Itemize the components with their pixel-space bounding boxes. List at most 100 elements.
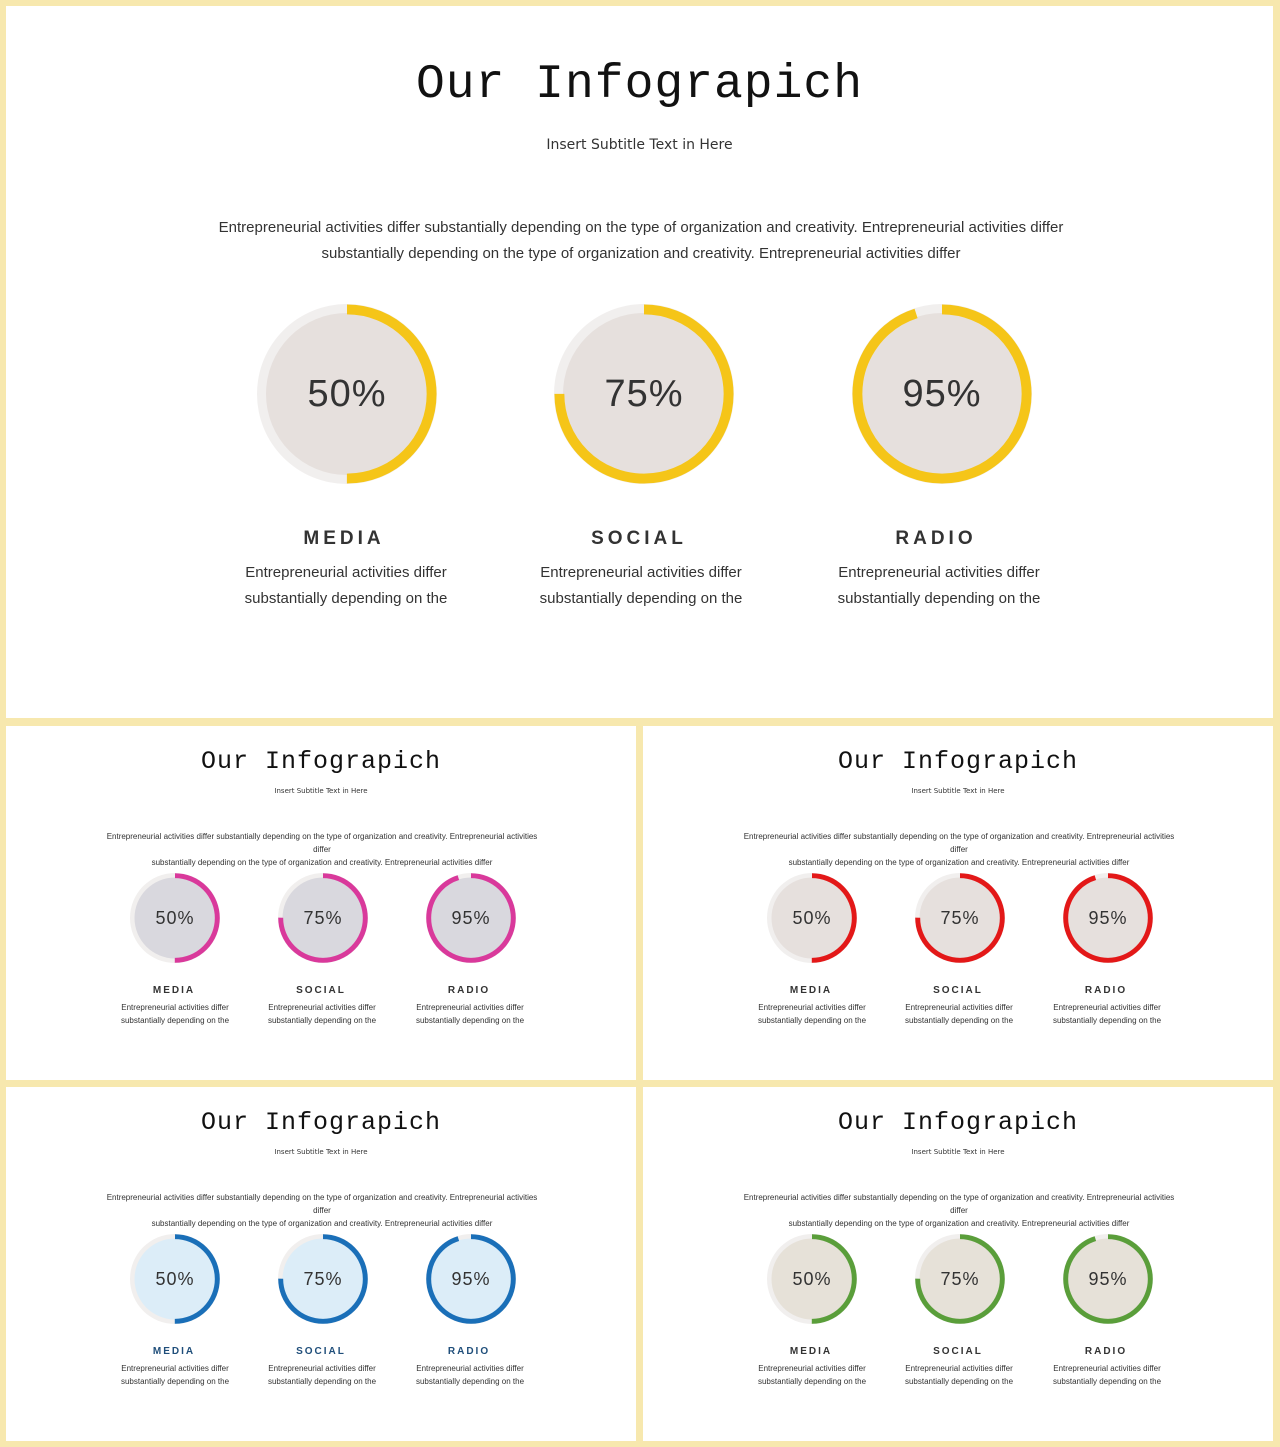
ring-inner-fill [134, 877, 216, 959]
category-title: SOCIAL [296, 1346, 346, 1357]
category-description: Entrepreneurial activities differ substa… [809, 560, 1069, 612]
ring-inner-fill [771, 877, 853, 959]
slide-green: Our Infograpich Insert Subtitle Text in … [643, 1087, 1273, 1441]
progress-ring-radio: 95% [1063, 1234, 1153, 1324]
category-description-line: Entrepreneurial activities differ [905, 1003, 1013, 1012]
slide-description: Entrepreneurial activities differ substa… [743, 1191, 1175, 1230]
ring-progress-arc [426, 873, 516, 963]
slide-description-line: substantially depending on the type of o… [321, 245, 961, 262]
ring-progress-arc [278, 873, 368, 963]
percent-label: 50% [155, 1268, 195, 1289]
category-title: SOCIAL [933, 985, 983, 996]
category-description-line: substantially depending on the [539, 590, 743, 607]
ring-inner-fill [919, 877, 1001, 959]
category-description-line: Entrepreneurial activities differ [416, 1003, 524, 1012]
progress-ring-media: 50% [130, 1234, 220, 1324]
category-description: Entrepreneurial activities differ substa… [216, 560, 476, 612]
ring-progress-arc [767, 873, 857, 963]
slide-description: Entrepreneurial activities differ substa… [186, 215, 1096, 267]
ring-progress-arc [130, 1234, 220, 1324]
category-description: Entrepreneurial activities differ substa… [257, 1362, 387, 1388]
percent-label: 75% [940, 907, 980, 928]
category-description: Entrepreneurial activities differ substa… [1042, 1362, 1172, 1388]
category-description: Entrepreneurial activities differ substa… [110, 1362, 240, 1388]
category-description: Entrepreneurial activities differ substa… [747, 1001, 877, 1027]
ring-inner-fill [282, 1238, 364, 1320]
ring-progress-arc [767, 1234, 857, 1324]
ring-inner-fill [919, 1238, 1001, 1320]
percent-label: 50% [792, 907, 832, 928]
slide-description-line: substantially depending on the type of o… [788, 858, 1130, 867]
percent-label: 75% [604, 372, 684, 415]
category-description-line: substantially depending on the [757, 1016, 867, 1025]
progress-ring-media: 50% [767, 873, 857, 963]
slide-description-line: substantially depending on the type of o… [151, 858, 493, 867]
slide-description: Entrepreneurial activities differ substa… [743, 830, 1175, 869]
category-title: SOCIAL [296, 985, 346, 996]
category-title: RADIO [895, 528, 977, 549]
category-description-line: Entrepreneurial activities differ [758, 1003, 866, 1012]
category-description-line: Entrepreneurial activities differ [1053, 1003, 1161, 1012]
category-description-line: Entrepreneurial activities differ [121, 1364, 229, 1373]
progress-ring-social: 75% [278, 873, 368, 963]
ring-inner-fill [266, 313, 428, 475]
ring-progress-arc [554, 304, 734, 484]
category-description: Entrepreneurial activities differ substa… [257, 1001, 387, 1027]
percent-label: 50% [792, 1268, 832, 1289]
category-description: Entrepreneurial activities differ substa… [747, 1362, 877, 1388]
slide-description-line: substantially depending on the type of o… [788, 1219, 1130, 1228]
slide-subtitle: Insert Subtitle Text in Here [274, 787, 368, 795]
ring-inner-fill [1067, 877, 1149, 959]
ring-progress-arc [1063, 873, 1153, 963]
category-title: SOCIAL [933, 1346, 983, 1357]
progress-ring-radio: 95% [426, 1234, 516, 1324]
slide-description-line: Entrepreneurial activities differ substa… [218, 219, 1064, 236]
slide-title: Our Infograpich [200, 1108, 442, 1137]
ring-progress-arc [130, 873, 220, 963]
category-description-line: substantially depending on the [837, 590, 1041, 607]
percent-label: 95% [451, 1268, 491, 1289]
category-description: Entrepreneurial activities differ substa… [405, 1001, 535, 1027]
ring-progress-arc [1063, 1234, 1153, 1324]
progress-ring-radio: 95% [1063, 873, 1153, 963]
category-title: RADIO [1084, 1346, 1128, 1357]
slide-description-line: Entrepreneurial activities differ substa… [106, 1193, 538, 1215]
slide-description: Entrepreneurial activities differ substa… [106, 1191, 538, 1230]
progress-ring-social: 75% [554, 304, 734, 484]
percent-label: 95% [1088, 1268, 1128, 1289]
slide-pink: Our Infograpich Insert Subtitle Text in … [6, 726, 636, 1080]
category-description-line: substantially depending on the [244, 590, 448, 607]
progress-ring-radio: 95% [852, 304, 1032, 484]
ring-inner-fill [430, 1238, 512, 1320]
category-description-line: substantially depending on the [904, 1016, 1014, 1025]
slide-title: Our Infograpich [837, 747, 1079, 776]
ring-progress-arc [915, 873, 1005, 963]
category-title: RADIO [447, 985, 491, 996]
category-description-line: substantially depending on the [1052, 1377, 1162, 1386]
percent-label: 95% [1088, 907, 1128, 928]
category-description-line: substantially depending on the [267, 1377, 377, 1386]
ring-progress-arc [426, 1234, 516, 1324]
percent-label: 50% [155, 907, 195, 928]
slide-subtitle: Insert Subtitle Text in Here [911, 787, 1005, 795]
category-description-line: Entrepreneurial activities differ [838, 564, 1040, 581]
ring-progress-arc [278, 1234, 368, 1324]
progress-ring-social: 75% [915, 873, 1005, 963]
ring-inner-fill [861, 313, 1023, 475]
category-description-line: Entrepreneurial activities differ [758, 1364, 866, 1373]
slide-description: Entrepreneurial activities differ substa… [106, 830, 538, 869]
percent-label: 75% [303, 1268, 343, 1289]
ring-inner-fill [430, 877, 512, 959]
category-title: SOCIAL [591, 528, 687, 549]
category-description-line: substantially depending on the [415, 1016, 525, 1025]
category-title: MEDIA [303, 528, 385, 549]
slide-title: Our Infograpich [415, 58, 864, 112]
progress-ring-media: 50% [257, 304, 437, 484]
ring-progress-arc [257, 304, 437, 484]
category-description: Entrepreneurial activities differ substa… [405, 1362, 535, 1388]
category-description-line: Entrepreneurial activities differ [540, 564, 742, 581]
slide-description-line: Entrepreneurial activities differ substa… [743, 832, 1175, 854]
category-description-line: Entrepreneurial activities differ [268, 1364, 376, 1373]
category-description-line: substantially depending on the [267, 1016, 377, 1025]
slide-blue: Our Infograpich Insert Subtitle Text in … [6, 1087, 636, 1441]
